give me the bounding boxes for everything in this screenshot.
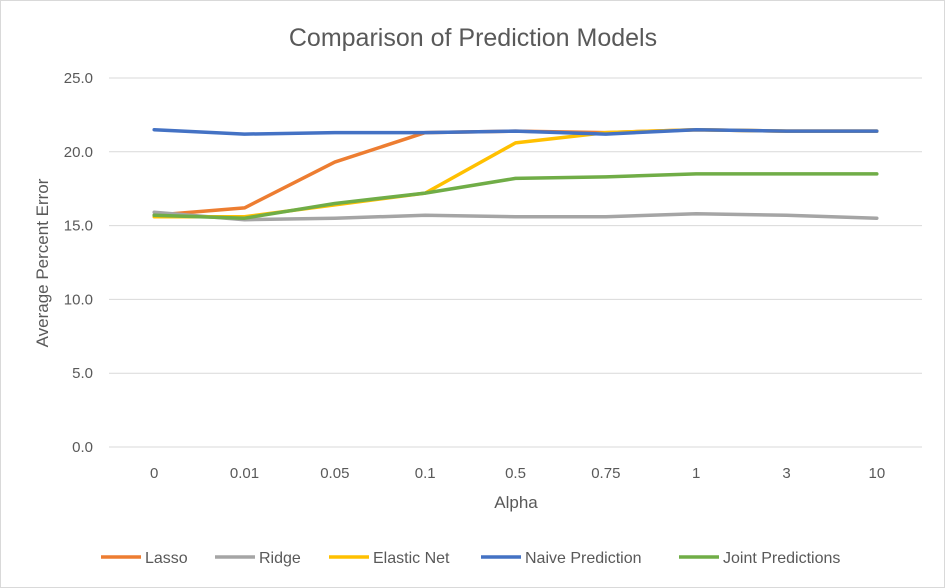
legend-label: Naive Prediction (525, 550, 642, 567)
series-line-joint-predictions[interactable] (152, 172, 879, 220)
x-tick-label: 0.5 (505, 465, 526, 482)
y-tick-label: 20.0 (64, 144, 93, 161)
y-axis-ticks: 0.0 5.0 10.0 15.0 20.0 25.0 (64, 70, 93, 456)
gridlines (109, 77, 922, 448)
legend-item[interactable]: Lasso (101, 550, 188, 567)
legend-item[interactable]: Naive Prediction (481, 550, 642, 567)
legend[interactable]: Lasso Ridge Elastic Net Naive Prediction Joi… (101, 550, 840, 567)
series-lines (152, 127, 879, 222)
x-tick-label: 0.1 (415, 465, 436, 482)
y-tick-label: 15.0 (64, 218, 93, 235)
x-tick-label: 0.75 (591, 465, 620, 482)
legend-item[interactable]: Elastic Net (329, 550, 450, 567)
x-tick-label: 10 (868, 465, 885, 482)
x-axis-ticks: 0 0.01 0.05 0.1 0.5 0.75 1 3 10 (150, 465, 885, 482)
y-tick-label: 5.0 (72, 365, 93, 382)
y-tick-label: 25.0 (64, 70, 93, 87)
x-tick-label: 1 (692, 465, 700, 482)
x-tick-label: 3 (782, 465, 790, 482)
series-line-ridge[interactable] (152, 210, 879, 222)
legend-label: Joint Predictions (723, 550, 840, 567)
chart-title: Comparison of Prediction Models (289, 24, 657, 52)
legend-label: Elastic Net (373, 550, 450, 567)
y-tick-label: 0.0 (72, 439, 93, 456)
x-tick-label: 0.05 (320, 465, 349, 482)
y-axis-label: Average Percent Error (33, 178, 52, 347)
x-tick-label: 0 (150, 465, 158, 482)
legend-item[interactable]: Ridge (215, 550, 301, 567)
y-tick-label: 10.0 (64, 291, 93, 308)
legend-label: Lasso (145, 550, 188, 567)
legend-item[interactable]: Joint Predictions (679, 550, 840, 567)
x-axis-label: Alpha (494, 493, 538, 512)
series-line-naive-prediction[interactable] (152, 127, 879, 136)
x-tick-label: 0.01 (230, 465, 259, 482)
legend-label: Ridge (259, 550, 301, 567)
